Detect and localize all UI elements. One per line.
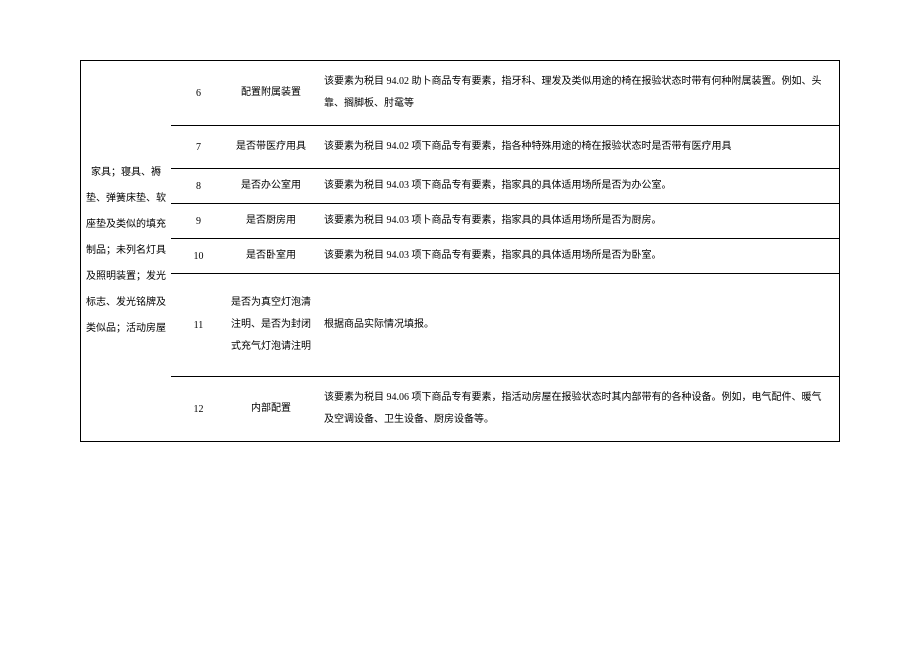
row-desc: 根据商品实际情况填报。 — [316, 274, 839, 377]
row-name: 是否办公室用 — [226, 169, 316, 204]
table-row: 12 内部配置 该要素为税目 94.06 项下商品专有要素，指活动房屋在报验状态… — [81, 377, 839, 442]
row-num: 10 — [171, 239, 226, 274]
row-desc: 该要素为税目 94.03 项卜商品专有要素，指家具的具体适用场所是否为厨房。 — [316, 204, 839, 239]
row-num: 11 — [171, 274, 226, 377]
row-num: 7 — [171, 126, 226, 169]
table-body: 家具；寝具、褥垫、弹簧床垫、软座垫及类似的填充制品；未列名灯具及照明装置；发光标… — [81, 61, 839, 441]
table-row: 8 是否办公室用 该要素为税目 94.03 项下商品专有要素，指家具的具体适用场… — [81, 169, 839, 204]
row-desc: 该要素为税目 94.03 项下商品专有要素，指家具的具体适用场所是否为卧室。 — [316, 239, 839, 274]
row-num: 12 — [171, 377, 226, 442]
row-name: 配置附属装置 — [226, 61, 316, 126]
table-row: 9 是否厨房用 该要素为税目 94.03 项卜商品专有要素，指家具的具体适用场所… — [81, 204, 839, 239]
table-row: 11 是否为真空灯泡清注明、是否为封闭式充气灯泡请注明 根据商品实际情况填报。 — [81, 274, 839, 377]
table-row: 10 是否卧室用 该要素为税目 94.03 项下商品专有要素，指家具的具体适用场… — [81, 239, 839, 274]
row-desc: 该要素为税目 94.02 助卜商品专有要素，指牙科、理发及类似用途的椅在报验状态… — [316, 61, 839, 126]
row-num: 6 — [171, 61, 226, 126]
row-desc: 该要素为税目 94.06 项下商品专有要素，指活动房屋在报验状态时其内部带有的各… — [316, 377, 839, 442]
row-name: 是否卧室用 — [226, 239, 316, 274]
row-name: 是否带医疗用具 — [226, 126, 316, 169]
row-num: 8 — [171, 169, 226, 204]
table-row: 7 是否带医疗用具 该要素为税目 94.02 项下商品专有要素，指各种特殊用途的… — [81, 126, 839, 169]
row-desc: 该要素为税目 94.03 项下商品专有要素，指家具的具体适用场所是否为办公室。 — [316, 169, 839, 204]
category-header-cell: 家具；寝具、褥垫、弹簧床垫、软座垫及类似的填充制品；未列名灯具及照明装置；发光标… — [81, 61, 171, 441]
row-name: 内部配置 — [226, 377, 316, 442]
row-desc: 该要素为税目 94.02 项下商品专有要素，指各种特殊用途的椅在报验状态时是否带… — [316, 126, 839, 169]
row-name: 是否厨房用 — [226, 204, 316, 239]
classification-table: 家具；寝具、褥垫、弹簧床垫、软座垫及类似的填充制品；未列名灯具及照明装置；发光标… — [80, 60, 840, 442]
row-name: 是否为真空灯泡清注明、是否为封闭式充气灯泡请注明 — [226, 274, 316, 377]
table-row: 家具；寝具、褥垫、弹簧床垫、软座垫及类似的填充制品；未列名灯具及照明装置；发光标… — [81, 61, 839, 126]
row-num: 9 — [171, 204, 226, 239]
